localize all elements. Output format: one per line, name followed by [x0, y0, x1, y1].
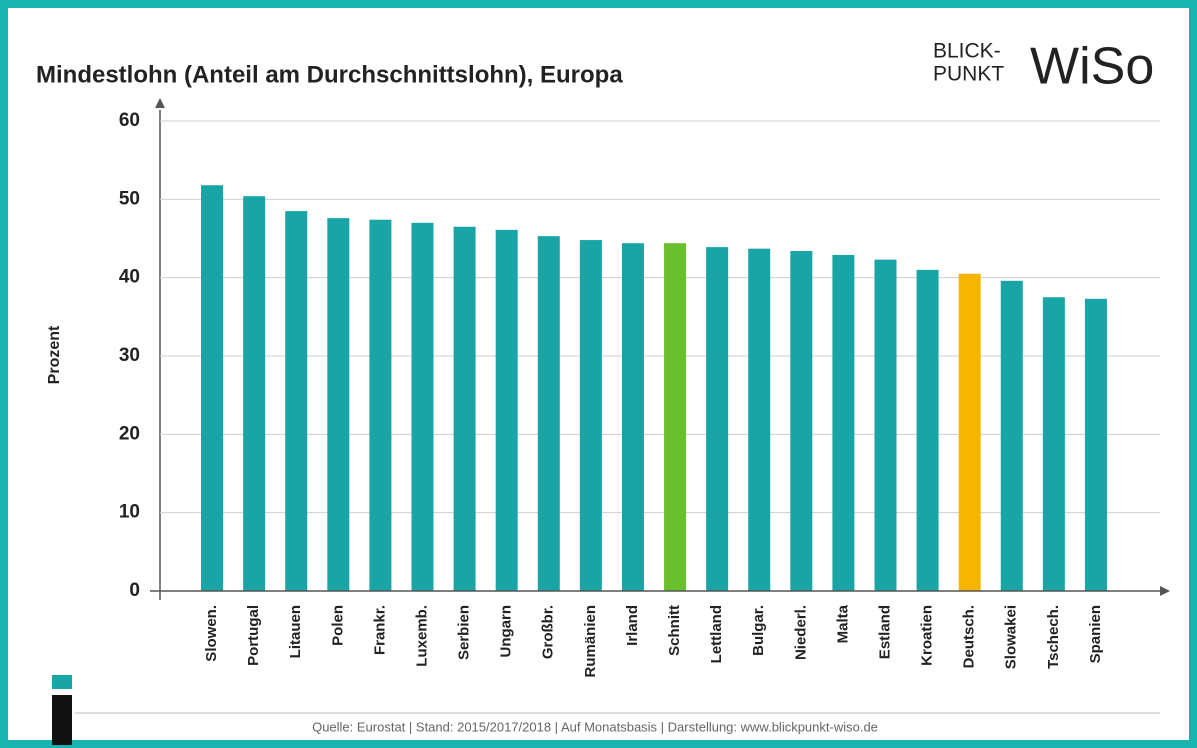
bar — [621, 243, 644, 591]
bar — [1042, 297, 1065, 591]
x-tick-label: Luxemb. — [413, 605, 430, 667]
bar — [664, 243, 687, 591]
y-tick-label: 20 — [119, 423, 140, 444]
bar — [243, 196, 266, 591]
x-tick-label: Estland — [876, 605, 893, 659]
x-tick-label: Portugal — [245, 605, 262, 666]
x-tick-label: Slowen. — [203, 605, 220, 662]
bar — [495, 229, 518, 591]
legend-square — [52, 675, 72, 689]
x-tick-label: Serbien — [456, 605, 473, 660]
y-arrow — [155, 98, 165, 108]
logo-brand: WiSo — [1030, 38, 1154, 96]
x-tick-label: Litauen — [287, 605, 304, 658]
x-tick-label: Polen — [329, 605, 346, 646]
bar — [916, 269, 939, 591]
bar — [579, 240, 602, 592]
y-tick-label: 60 — [119, 110, 140, 131]
bar — [201, 185, 224, 591]
bar — [748, 248, 771, 591]
x-tick-label: Deutsch. — [961, 605, 978, 668]
x-tick-label: Niederl. — [792, 605, 809, 660]
bar — [411, 222, 434, 592]
bar — [706, 247, 729, 591]
legend-block — [52, 695, 72, 745]
bar — [958, 273, 981, 591]
x-tick-label: Spanien — [1087, 605, 1104, 663]
bar — [369, 219, 392, 591]
x-tick-label: Frankr. — [371, 605, 388, 655]
y-axis-label: Prozent — [46, 325, 63, 384]
bar — [1084, 298, 1107, 591]
bar — [874, 259, 897, 591]
x-tick-label: Rumänien — [582, 605, 599, 678]
x-tick-label: Schnitt — [666, 605, 683, 656]
x-tick-label: Slowakei — [1003, 605, 1020, 669]
bar — [327, 218, 350, 591]
bar — [1000, 280, 1023, 591]
chart-title: Mindestlohn (Anteil am Durchschnittslohn… — [36, 61, 623, 88]
y-tick-label: 30 — [119, 345, 140, 366]
y-tick-label: 0 — [129, 580, 140, 601]
bar — [537, 236, 560, 591]
x-tick-label: Großbr. — [540, 605, 557, 659]
x-tick-label: Malta — [834, 604, 851, 643]
x-tick-label: Bulgar. — [750, 605, 767, 656]
bar — [453, 226, 476, 591]
bar — [285, 211, 308, 592]
y-tick-label: 40 — [119, 267, 140, 288]
y-tick-label: 50 — [119, 188, 140, 209]
bar — [832, 254, 855, 591]
logo-line2: PUNKT — [933, 63, 1004, 86]
x-tick-label: Kroatien — [919, 605, 936, 666]
x-tick-label: Tschech. — [1045, 605, 1062, 669]
x-arrow — [1160, 586, 1170, 596]
logo-line1: BLICK- — [933, 40, 1001, 63]
source-note: Quelle: Eurostat | Stand: 2015/2017/2018… — [312, 719, 878, 734]
bar — [790, 251, 813, 592]
y-tick-label: 10 — [119, 502, 140, 523]
x-tick-label: Irland — [624, 605, 641, 646]
x-tick-label: Lettland — [708, 605, 725, 663]
x-tick-label: Ungarn — [498, 605, 515, 658]
